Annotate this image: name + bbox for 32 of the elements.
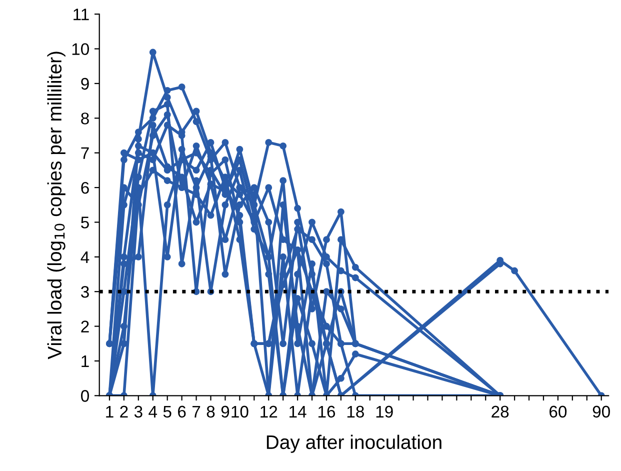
x-tick-label: 10 [232, 406, 248, 418]
y-tick-label: 3 [81, 286, 89, 298]
y-tick-label: 0 [81, 390, 89, 402]
x-tick-label: 90 [592, 406, 610, 418]
y-tick-label: 9 [81, 78, 89, 90]
x-tick-label: 12 [260, 406, 278, 418]
x-tick-label: 7 [192, 406, 200, 418]
x-axis-title: Day after inoculation [266, 434, 442, 453]
y-tick-label: 2 [81, 320, 89, 332]
x-tick-label: 28 [492, 406, 509, 418]
y-tick-label: 10 [72, 43, 89, 56]
x-tick-label: 8 [206, 406, 215, 418]
x-tick-label: 4 [148, 406, 158, 418]
y-tick-label: 1 [82, 356, 89, 367]
y-tick-label: 4 [80, 251, 90, 263]
y-tick-label: 11 [74, 8, 89, 20]
y-tick-label: 7 [81, 147, 89, 159]
x-tick-label: 5 [163, 406, 172, 418]
x-tick-label: 14 [290, 406, 306, 418]
x-tick-label: 18 [347, 406, 364, 418]
y-axis-title: Viral load (log$_{10}$ copies per milliliter) [47, 52, 66, 360]
y-tick-label: 5 [81, 216, 89, 228]
x-tick-label: 16 [318, 406, 336, 418]
x-tick-label: 19 [376, 406, 393, 418]
x-tick-label: 1 [106, 406, 114, 418]
y-tick-label: 8 [81, 112, 89, 124]
x-tick-label: 3 [134, 406, 142, 418]
y-tick-label: 6 [81, 182, 89, 194]
x-tick-label: 9 [221, 406, 230, 418]
x-tick-label: 60 [550, 406, 567, 418]
x-tick-label: 2 [120, 406, 128, 418]
x-tick-label: 6 [178, 406, 186, 418]
